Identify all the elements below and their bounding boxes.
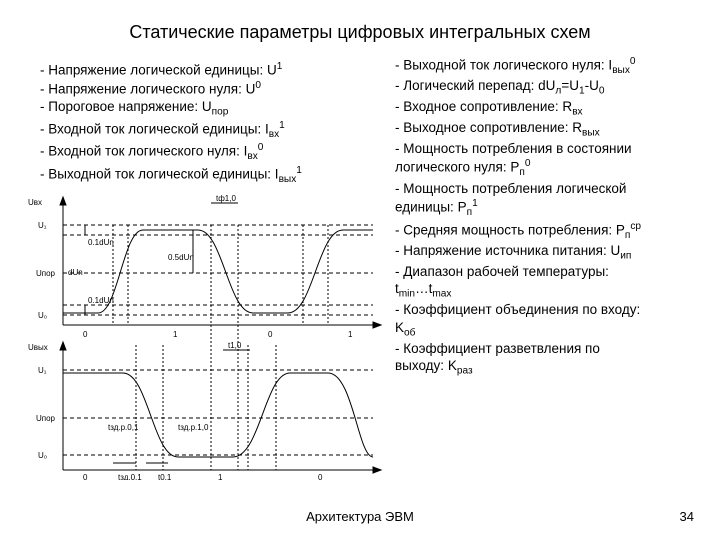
svg-text:dUn: dUn (68, 268, 83, 277)
svg-text:0.5dUn: 0.5dUn (168, 253, 194, 262)
footer-text: Архитектура ЭВМ (0, 509, 720, 524)
svg-text:1: 1 (173, 330, 178, 339)
svg-text:0: 0 (83, 473, 88, 480)
svg-text:0: 0 (83, 330, 88, 339)
param-ivyh1: - Выходной ток логической единицы: Iвых1 (40, 164, 380, 186)
page-number: 34 (680, 509, 694, 524)
param-pp0-1: - Мощность потребления в состоянии (395, 140, 695, 158)
param-kob-2: Kоб (395, 319, 695, 340)
param-uip: - Напряжение источника питания: Uип (395, 242, 695, 263)
svg-text:tзд.0,1: tзд.0,1 (118, 473, 142, 480)
param-pp0-2: логического нуля: Pп0 (395, 157, 695, 179)
param-kob-1: - Коэффициент объединения по входу: (395, 301, 695, 319)
param-u0: - Напряжение логического нуля: U0 (40, 79, 380, 98)
page-title: Статические параметры цифровых интеграль… (0, 22, 720, 43)
svg-text:0: 0 (268, 330, 273, 339)
param-pp1-2: единицы: Pп1 (395, 197, 695, 219)
param-rvyh: - Выходное сопротивление: Rвых (395, 119, 695, 140)
param-ivx1: - Входной ток логической единицы: Iвх1 (40, 119, 380, 141)
svg-text:U₁: U₁ (38, 366, 47, 375)
svg-text:U₀: U₀ (38, 451, 47, 460)
param-ivyh0: - Выходной ток логического нуля: Iвых0 (395, 55, 695, 77)
param-u1: - Напряжение логической единицы: U1 (40, 60, 380, 79)
svg-text:U₀: U₀ (38, 311, 47, 320)
svg-text:tзд.р.1,0: tзд.р.1,0 (178, 423, 209, 432)
param-ppsr: - Средняя мощность потребления: Pпср (395, 220, 695, 242)
param-ivx0: - Входной ток логического нуля: Iвх0 (40, 141, 380, 163)
param-kraz-1: - Коэффициент разветвления по (395, 340, 695, 358)
svg-text:1: 1 (218, 473, 223, 480)
svg-text:Uвх: Uвх (28, 198, 42, 207)
param-kraz-2: выходу: Kраз (395, 357, 695, 378)
svg-text:U₁: U₁ (38, 221, 47, 230)
svg-text:1: 1 (348, 330, 353, 339)
svg-text:0.1dUn: 0.1dUn (88, 296, 114, 305)
timing-diagram: Uвх U₁ Uпор U₀ 0.1dUn dUn 0.1dUn 0.5dUn … (28, 195, 383, 480)
svg-text:tф1,0: tф1,0 (216, 195, 236, 203)
param-upor: - Пороговое напряжение: Uпор (40, 98, 380, 119)
svg-text:Uпор: Uпор (36, 414, 56, 423)
svg-text:Uвых: Uвых (28, 343, 48, 352)
svg-text:t1,0: t1,0 (228, 341, 242, 350)
svg-text:0: 0 (318, 473, 323, 480)
param-rvx: - Входное сопротивление: Rвх (395, 98, 695, 119)
param-dul: - Логический перепад: dUл=U1-U0 (395, 77, 695, 98)
param-pp1-1: - Мощность потребления логической (395, 180, 695, 198)
left-column: - Напряжение логической единицы: U1 - На… (40, 60, 380, 186)
svg-text:0.1dUn: 0.1dUn (88, 238, 114, 247)
svg-text:Uпор: Uпор (36, 269, 56, 278)
param-temp-2: tmin…tmax (395, 280, 695, 301)
right-column: - Выходной ток логического нуля: Iвых0 -… (395, 55, 695, 378)
svg-text:t0,1: t0,1 (158, 473, 172, 480)
param-temp-1: - Диапазон рабочей температуры: (395, 263, 695, 281)
svg-text:tзд.р.0,1: tзд.р.0,1 (108, 423, 139, 432)
